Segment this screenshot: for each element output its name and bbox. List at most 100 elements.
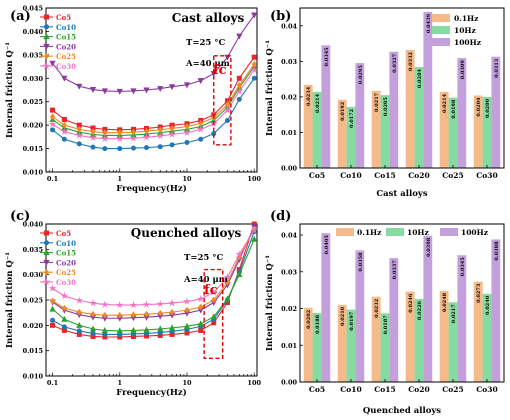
y-tick-label: 0.00 [281, 165, 297, 173]
data-point [251, 75, 257, 81]
bar-value-label: 0.0295 [358, 65, 364, 85]
y-tick-label: 0.03 [281, 268, 297, 276]
bar-value-label: 0.0187 [383, 315, 389, 335]
bar [414, 67, 424, 168]
series-0.1Hz: 0.0202 0.0210 0.0232 0.0246 0.0248 0.0273 [303, 281, 483, 382]
legend-marker [43, 268, 50, 276]
data-point [50, 317, 56, 323]
legend-label: 100Hz [461, 228, 488, 237]
bar [423, 11, 433, 168]
y-tick-label: 0.010 [23, 373, 44, 381]
data-point [156, 131, 165, 140]
bar-value-label: 0.0234 [306, 86, 312, 106]
legend-marker [43, 52, 50, 60]
bar-value-label: 0.0205 [383, 97, 389, 117]
bar-value-label: 0.0388 [494, 241, 500, 261]
x-tick-label: Co20 [408, 385, 429, 394]
data-point [236, 271, 243, 278]
annotation-fc: fc [213, 63, 227, 78]
data-point [117, 146, 123, 152]
data-point [183, 322, 191, 329]
series-0.1Hz: 0.0234 0.0192 0.0217 0.0332 0.0214 0.0204 [303, 49, 483, 169]
y-axis-title: Internal friction Q⁻¹ [265, 255, 275, 351]
data-point [100, 300, 109, 308]
bar [303, 84, 313, 168]
data-point [49, 305, 56, 312]
x-tick-label: Co20 [408, 171, 429, 180]
data-point [61, 315, 68, 322]
panel-label: (d) [270, 209, 291, 224]
bar [457, 255, 467, 382]
legend-label: Co20 [56, 42, 76, 51]
bar-value-label: 0.0214 [442, 93, 448, 113]
data-point [251, 235, 258, 242]
legend-marker [43, 249, 50, 256]
bar-value-label: 0.0202 [306, 309, 312, 329]
data-point [130, 311, 137, 318]
legend-label: 0.1Hz [454, 14, 478, 23]
x-axis-title: Quenched alloys [363, 406, 441, 416]
data-point [224, 278, 231, 286]
x-tick-label: Co5 [309, 385, 325, 394]
bar [448, 302, 458, 382]
plot-frame [299, 223, 505, 383]
y-tick-label: 0.040 [23, 28, 44, 36]
data-point [75, 296, 84, 304]
legend-label: 0.1Hz [357, 228, 381, 237]
bar-value-label: 0.0439 [426, 13, 432, 33]
bar [473, 281, 483, 382]
data-point [223, 273, 232, 281]
legend-marker [43, 33, 50, 40]
legend-label: Co15 [56, 33, 76, 42]
bar [371, 90, 381, 168]
bar-value-label: 0.0345 [324, 47, 330, 67]
series-line [52, 228, 255, 316]
legend-label: Co25 [56, 268, 76, 277]
data-point [250, 225, 259, 234]
bar-value-label: 0.0337 [392, 260, 398, 280]
bar [380, 313, 390, 382]
y-tick-label: 0.02 [281, 305, 297, 313]
bar [414, 298, 424, 382]
bar-value-label: 0.0210 [340, 306, 346, 326]
series-line [52, 69, 255, 140]
data-point [184, 139, 190, 145]
x-tick-label: 1 [117, 175, 122, 183]
data-point [183, 297, 191, 305]
data-point [61, 75, 68, 82]
y-axis-title: Internal friction Q⁻¹ [5, 42, 15, 138]
legend-label: Co10 [56, 23, 76, 32]
panel-c: (c) 0.010 0.015 0.020 0.025 0.030 0.035 0.040 0.… [5, 209, 261, 398]
annotation-temperature: T=25 °C [186, 38, 225, 48]
series-line [52, 226, 255, 319]
data-point [115, 300, 124, 309]
bar-value-label: 0.0217 [374, 92, 380, 112]
data-point [61, 136, 67, 142]
fc-dashed-box [203, 268, 224, 359]
data-point [90, 330, 96, 336]
data-point [76, 321, 83, 328]
legend-label: Co30 [56, 278, 76, 287]
data-point [251, 12, 258, 19]
data-point [168, 130, 177, 138]
legend: 0.1Hz 10Hz 100Hz [336, 228, 488, 237]
series-line [52, 223, 255, 338]
bar-value-label: 0.0332 [408, 51, 414, 71]
data-point [235, 87, 244, 95]
data-point [156, 299, 165, 308]
bar [389, 51, 399, 168]
panel-d: (d)0.0202 0.0210 0.0232 0.0246 0.0248 0.02730… [265, 209, 505, 416]
bar [371, 296, 381, 382]
data-point [90, 144, 96, 150]
data-point [60, 291, 69, 300]
x-tick-label: Co15 [374, 171, 395, 180]
bar-value-label: 0.0345 [460, 257, 466, 277]
bar [337, 99, 347, 168]
data-point [168, 298, 177, 307]
y-tick-label: 0.01 [281, 342, 297, 350]
data-point [60, 127, 69, 136]
legend-marker [43, 24, 49, 30]
annotation-amplitude: A=40 μm [185, 59, 230, 69]
panel-a: (a) 0.010 0.015 0.020 0.025 0.030 0.035 0.040 0.… [5, 5, 261, 195]
